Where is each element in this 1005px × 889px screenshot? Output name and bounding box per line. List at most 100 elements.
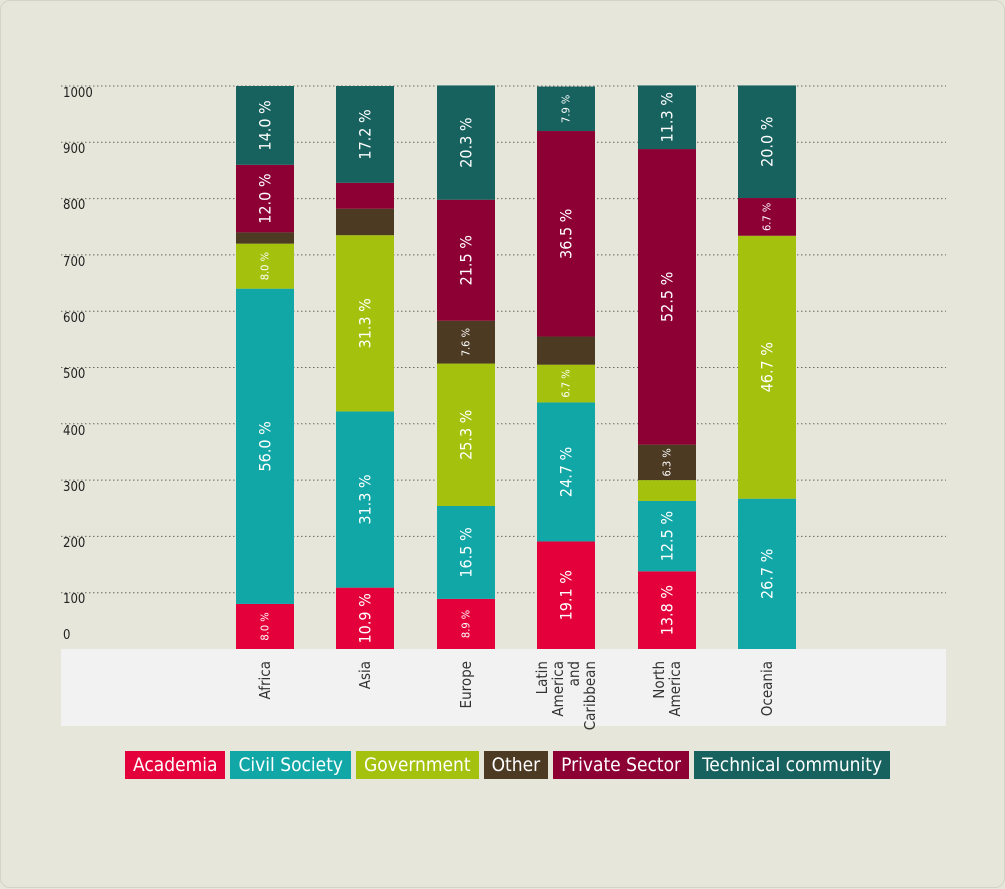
bar-segment-private-sector <box>738 198 796 236</box>
bar-segment-private-sector <box>236 164 294 233</box>
bar-segment-other <box>236 232 294 244</box>
data-label: 17.2 % <box>356 109 375 159</box>
legend-item-private-sector: Private Sector <box>553 751 690 779</box>
bar-segment-academia <box>437 598 495 649</box>
data-label: 8.0 % <box>259 612 272 640</box>
bar-segment-civil-society <box>738 498 796 649</box>
bar-segment-academia <box>336 587 394 649</box>
data-label: 25.3 % <box>457 410 476 460</box>
bar-segment-technical-community <box>638 85 696 150</box>
bar-segment-technical-community <box>738 85 796 199</box>
category-label-line: Latin <box>533 661 551 694</box>
category-label: Oceania <box>758 661 776 716</box>
bar-segment-technical-community <box>236 86 294 165</box>
legend-item-civil-society: Civil Society <box>230 751 352 779</box>
y-tick-label: 1000 <box>63 86 93 101</box>
category-label: Asia <box>356 661 374 689</box>
data-label: 7.6 % <box>460 328 473 356</box>
bar-segment-other <box>638 444 696 481</box>
legend-item-government: Government <box>356 751 479 779</box>
bar-segment-civil-society <box>336 411 394 588</box>
bar-segment-technical-community <box>537 86 595 132</box>
legend-item-academia: Academia <box>125 751 226 779</box>
data-label: 52.5 % <box>658 272 677 322</box>
data-label: 10.9 % <box>356 593 375 643</box>
bar-segment-civil-society <box>638 500 696 572</box>
category-axis-band <box>61 649 946 726</box>
y-tick-label: 0 <box>63 628 70 643</box>
legend: Academia Civil Society Government Other Priv… <box>125 751 891 779</box>
data-label: 56.0 % <box>256 421 275 471</box>
bar-segment-other <box>336 208 394 236</box>
y-tick-label: 800 <box>63 198 85 213</box>
y-tick-label: 200 <box>63 536 85 551</box>
data-label: 6.7 % <box>560 369 573 397</box>
bar-segment-government <box>437 363 495 506</box>
data-label: 12.0 % <box>256 173 275 223</box>
data-label: 8.0 % <box>259 252 272 280</box>
bar-segment-government <box>236 243 294 289</box>
bar-segment-academia <box>638 571 696 649</box>
data-label: 31.3 % <box>356 474 375 524</box>
bar-segment-civil-society <box>236 288 294 604</box>
bar-segment-technical-community <box>437 85 495 200</box>
data-label: 6.7 % <box>761 203 774 231</box>
bar-segment-other <box>437 320 495 364</box>
y-tick-label: 500 <box>63 367 85 382</box>
category-label-line: Asia <box>356 661 374 689</box>
y-tick-label: 600 <box>63 311 85 326</box>
legend-item-technical-community: Technical community <box>694 751 891 779</box>
data-label: 24.7 % <box>557 447 576 497</box>
data-label: 16.5 % <box>457 527 476 577</box>
data-label: 14.0 % <box>256 100 275 150</box>
data-label: 13.8 % <box>658 585 677 635</box>
bar-segment-academia <box>537 541 595 649</box>
category-label-line: North <box>650 661 668 699</box>
data-label: 21.5 % <box>457 235 476 285</box>
data-label: 6.3 % <box>661 448 674 476</box>
legend-item-other: Other <box>483 751 549 779</box>
bar-segment-civil-society <box>437 505 495 599</box>
bar-segment-government <box>537 364 595 403</box>
bar-segment-civil-society <box>537 402 595 542</box>
category-label-line: and <box>565 661 583 686</box>
y-tick-label: 400 <box>63 424 85 439</box>
bar-segment-academia <box>236 603 294 649</box>
data-label: 31.3 % <box>356 298 375 348</box>
bar-segment-other <box>537 336 595 365</box>
bar-segment-private-sector <box>537 131 595 337</box>
y-tick-label: 100 <box>63 592 85 607</box>
bar-segment-technical-community <box>336 86 394 183</box>
bar-segment-private-sector <box>638 149 696 445</box>
bar-segment-government <box>638 480 696 501</box>
category-label: Africa <box>256 661 274 699</box>
data-label: 8.9 % <box>460 610 473 638</box>
y-tick-label: 900 <box>63 142 85 157</box>
bar-segment-government <box>738 235 796 499</box>
category-label-line: Europe <box>457 661 475 708</box>
bar-segment-private-sector <box>336 182 394 209</box>
y-tick-label: 300 <box>63 480 85 495</box>
y-tick-label: 700 <box>63 255 85 270</box>
data-label: 46.7 % <box>758 342 777 392</box>
data-label: 19.1 % <box>557 570 576 620</box>
data-label: 20.3 % <box>457 117 476 167</box>
bar-segment-government <box>336 235 394 412</box>
category-label-line: America <box>549 661 567 717</box>
data-label: 12.5 % <box>658 511 677 561</box>
data-label: 7.9 % <box>560 95 573 123</box>
category-label-line: Africa <box>256 661 274 699</box>
data-label: 36.5 % <box>557 209 576 259</box>
category-label: Europe <box>457 661 475 708</box>
category-label-line: Caribbean <box>581 661 599 730</box>
data-label: 26.7 % <box>758 549 777 599</box>
category-label-line: Oceania <box>758 661 776 716</box>
bar-segment-private-sector <box>437 199 495 321</box>
data-label: 20.0 % <box>758 117 777 167</box>
data-label: 11.3 % <box>658 92 677 142</box>
category-label-line: America <box>666 661 684 717</box>
